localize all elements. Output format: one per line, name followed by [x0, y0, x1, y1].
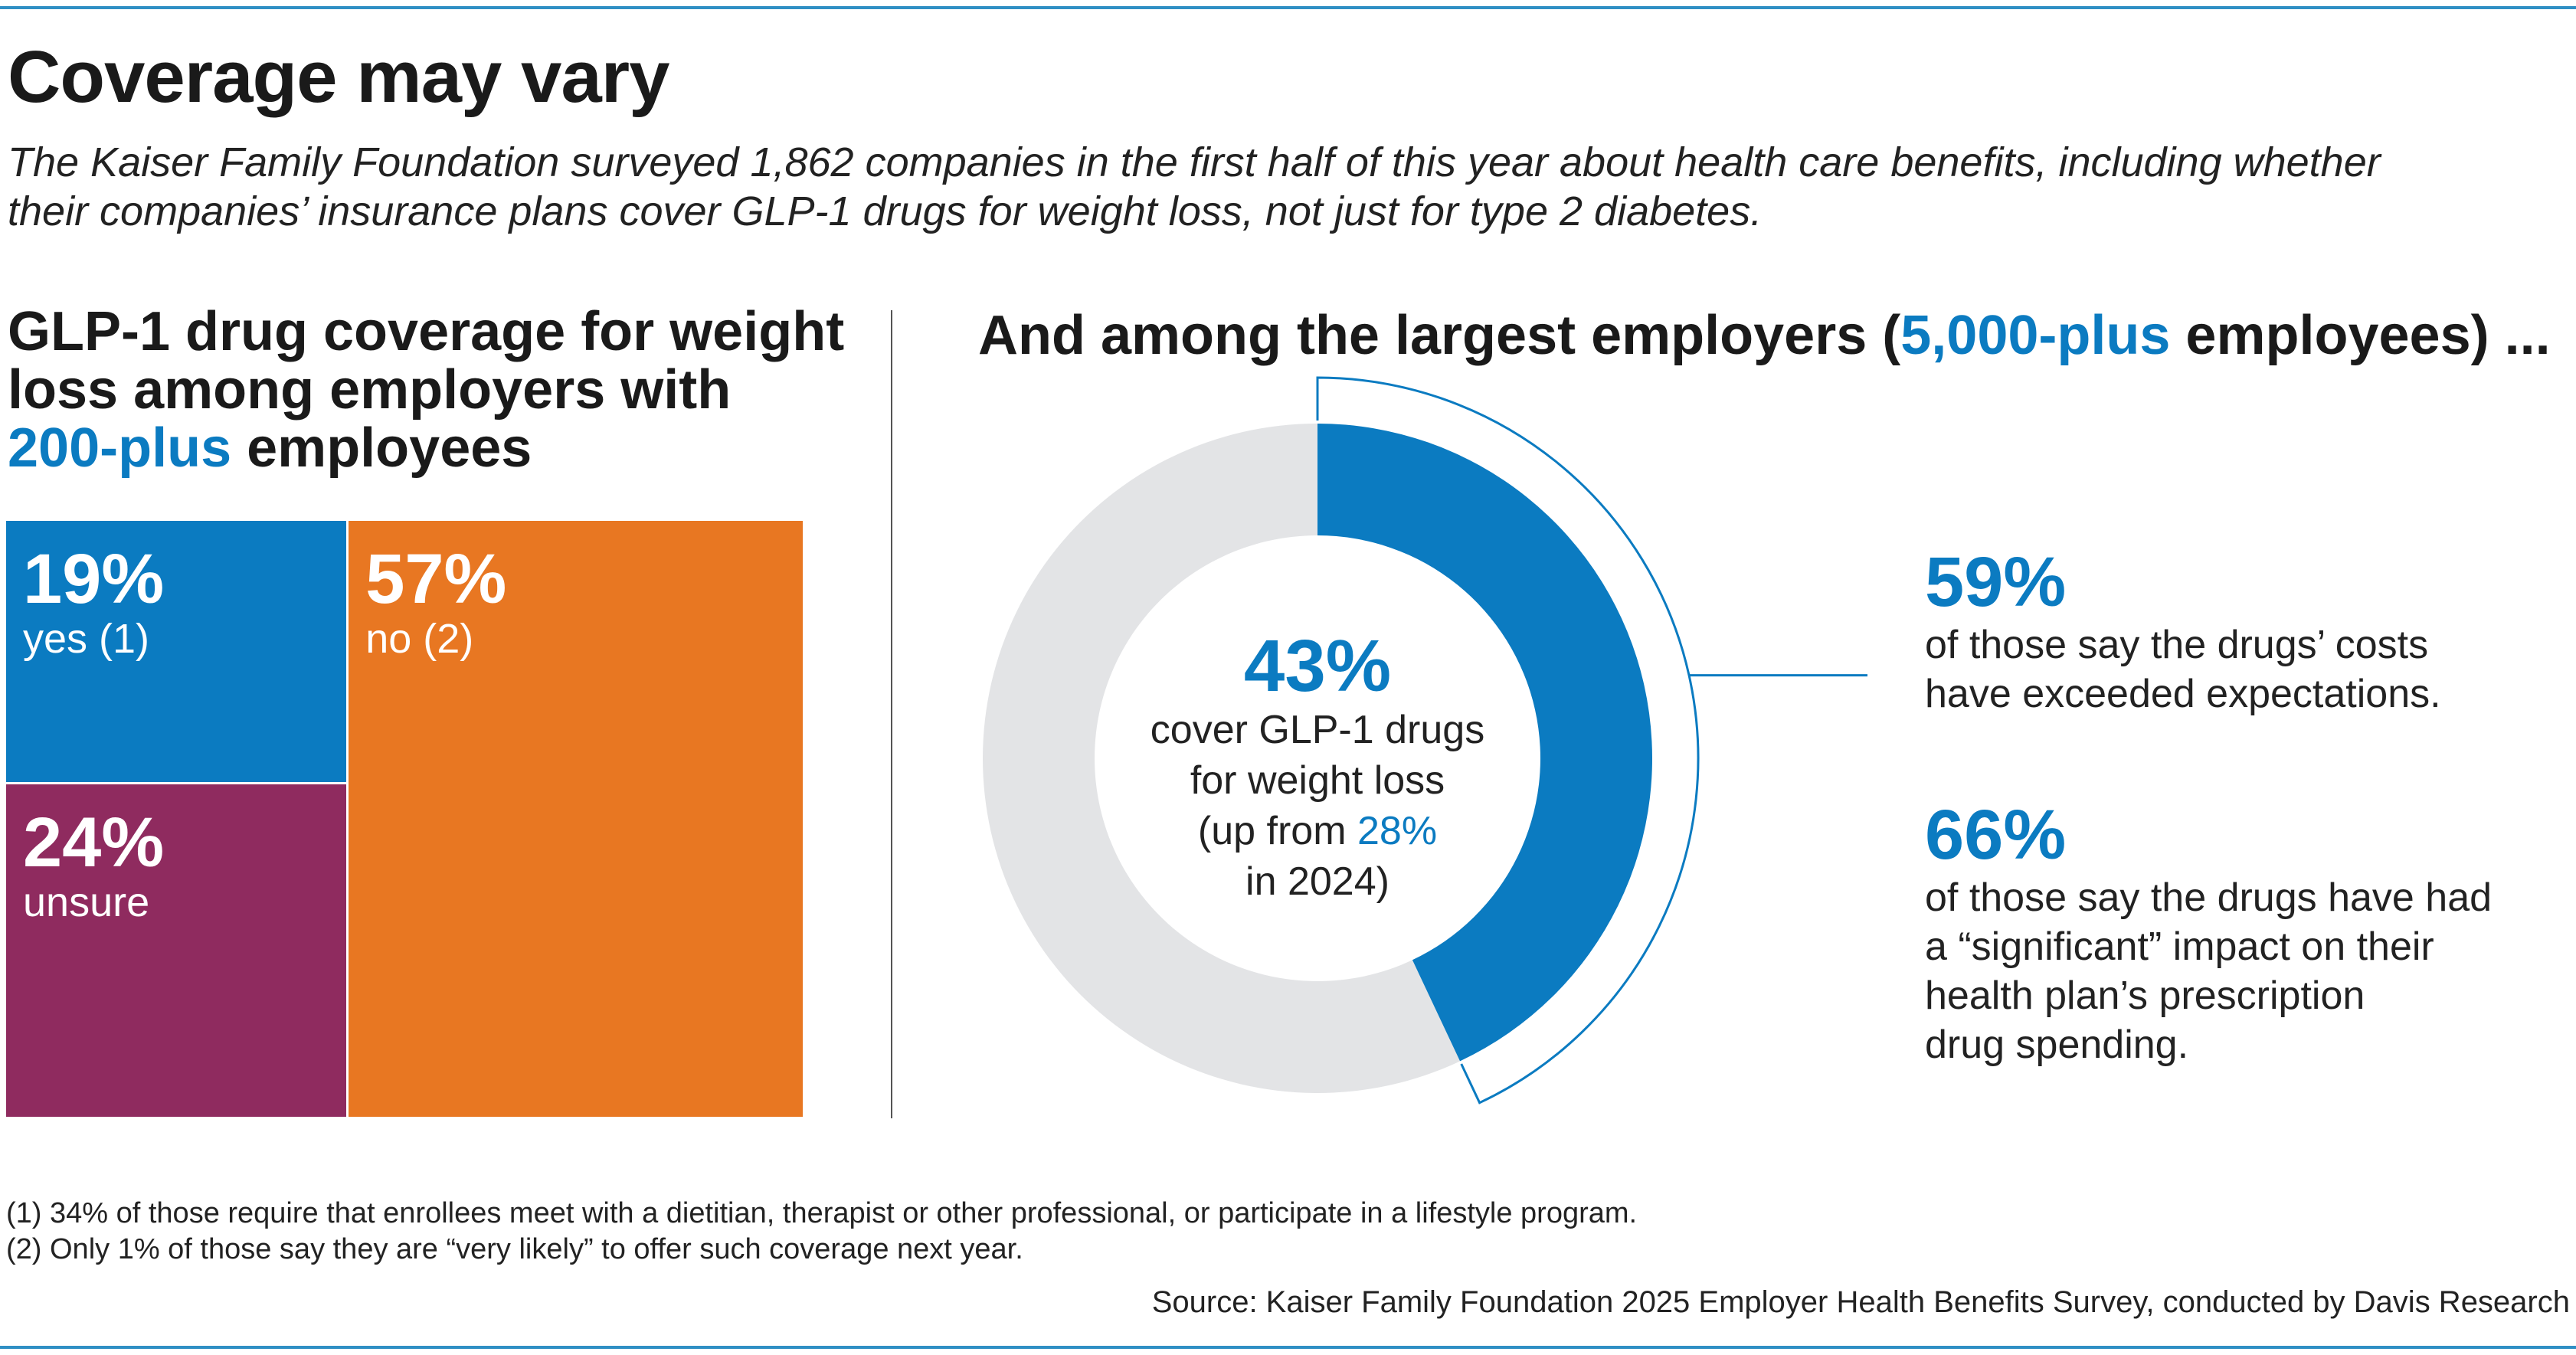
- panel-divider: [891, 310, 892, 1118]
- stat-percentage: 66%: [1925, 796, 2067, 874]
- center-line-3: (up from 28%: [1088, 806, 1547, 856]
- donut-slice-remaining: [982, 424, 1461, 1093]
- treemap-category-label: no (2): [365, 616, 474, 662]
- highlight-bracket: [1316, 376, 1700, 1105]
- stat-line: drug spending.: [1925, 1023, 2189, 1067]
- stat-line: have exceeded expectations.: [1925, 672, 2441, 716]
- top-rule: [0, 6, 2576, 9]
- page-title: Coverage may vary: [8, 36, 670, 118]
- stat-block-costs: 59% of those say the drugs’ costs have e…: [1925, 544, 2441, 718]
- treemap-value-label: 24%: [23, 803, 165, 882]
- treemap-category-label: yes (1): [23, 616, 150, 662]
- subtitle-line-2: their companies’ insurance plans cover G…: [8, 188, 1763, 234]
- stat-line: of those say the drugs’ costs: [1925, 623, 2429, 667]
- subtitle: The Kaiser Family Foundation surveyed 1,…: [8, 138, 2558, 236]
- stat-line: health plan’s prescription: [1925, 974, 2365, 1018]
- center-line-4: in 2024): [1245, 859, 1389, 904]
- donut-chart: [982, 376, 1867, 1105]
- stat-line: a “significant” impact on their: [1925, 925, 2434, 969]
- source-credit: Source: Kaiser Family Foundation 2025 Em…: [1151, 1285, 2570, 1319]
- bottom-rule: [0, 1346, 2576, 1349]
- center-line-2: for weight loss: [1190, 758, 1445, 803]
- right-panel-heading: And among the largest employers (5,000-p…: [978, 306, 2551, 365]
- left-heading-tail: employees: [231, 417, 532, 479]
- donut-center-label: 43% cover GLP-1 drugs for weight loss (u…: [1088, 628, 1547, 907]
- stat-line: of those say the drugs have had: [1925, 876, 2493, 920]
- treemap-value-label: 19%: [23, 540, 165, 618]
- treemap-category-label: unsure: [23, 879, 150, 925]
- left-panel-heading: GLP-1 drug coverage for weight loss amon…: [8, 303, 866, 477]
- footnote-2: (2) Only 1% of those say they are “very …: [6, 1233, 1023, 1265]
- subtitle-line-1: The Kaiser Family Foundation surveyed 1,…: [8, 139, 2381, 185]
- treemap-cell-unsure: 24% unsure: [6, 784, 347, 1117]
- right-heading-pre: And among the largest employers (: [978, 305, 1901, 366]
- stat-block-impact: 66% of those say the drugs have had a “s…: [1925, 797, 2492, 1069]
- left-heading-line-1: GLP-1 drug coverage for weight: [8, 301, 845, 362]
- center-line-1: cover GLP-1 drugs: [1150, 708, 1485, 752]
- treemap-cell-no: 57% no (2): [349, 521, 803, 1117]
- center-line-3-highlight: 28%: [1357, 809, 1438, 853]
- stat-percentage: 59%: [1925, 543, 2067, 621]
- left-heading-line-2: loss among employers with: [8, 359, 732, 421]
- center-line-3-pre: (up from: [1197, 809, 1357, 853]
- right-heading-post: employees) ...: [2170, 305, 2551, 366]
- donut-slice-covered: [1317, 424, 1652, 1062]
- left-heading-highlight: 200-plus: [8, 417, 232, 479]
- right-heading-highlight: 5,000-plus: [1900, 305, 2171, 366]
- center-percentage: 43%: [1243, 625, 1392, 707]
- treemap-value-label: 57%: [365, 540, 507, 618]
- footnote-1: (1) 34% of those require that enrollees …: [6, 1197, 1638, 1229]
- treemap-cell-yes: 19% yes (1): [6, 521, 347, 782]
